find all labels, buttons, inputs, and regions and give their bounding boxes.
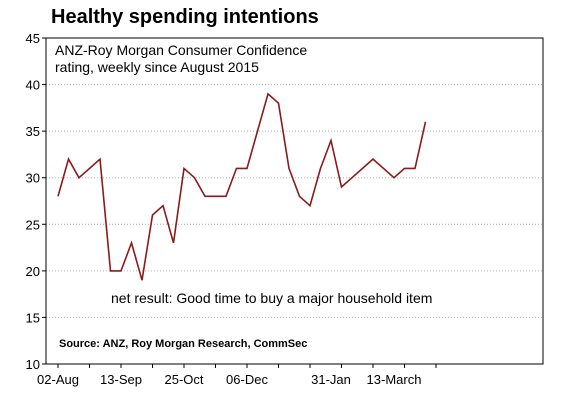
y-tick-label: 20 <box>26 264 40 279</box>
x-tick-label: 13-Sep <box>100 372 142 387</box>
subtitle-line-1: ANZ-Roy Morgan Consumer Confidence <box>55 42 307 58</box>
x-tick-labels: 02-Aug 13-Sep 25-Oct 06-Dec 31-Jan 13-March <box>37 372 421 387</box>
y-tick-label: 30 <box>26 171 40 186</box>
grid-lines <box>46 84 543 318</box>
x-tick-label: 13-March <box>367 372 422 387</box>
y-tick-labels: 10 15 20 25 30 35 40 45 <box>26 31 40 372</box>
x-tick-label: 31-Jan <box>311 372 351 387</box>
plot-frame <box>45 37 544 365</box>
x-tick-label: 06-Dec <box>226 372 268 387</box>
y-tick-label: 45 <box>26 31 40 46</box>
y-tick-label: 40 <box>26 78 40 93</box>
chart-title: Healthy spending intentions <box>51 6 319 28</box>
x-tick-label: 02-Aug <box>37 372 79 387</box>
subtitle-line-2: rating, weekly since August 2015 <box>55 59 259 75</box>
source-text: Source: ANZ, Roy Morgan Research, CommSe… <box>59 338 307 350</box>
axes <box>42 37 544 368</box>
y-tick-label: 25 <box>26 217 40 232</box>
series <box>57 92 427 281</box>
annotations: ANZ-Roy Morgan Consumer Confidence ratin… <box>55 42 432 350</box>
annotation-text: net result: Good time to buy a major hou… <box>111 290 432 306</box>
y-tick-label: 35 <box>26 124 40 139</box>
y-tick-label: 10 <box>26 357 40 372</box>
y-tick-label: 15 <box>26 310 40 325</box>
series-line-0 <box>57 92 427 281</box>
x-tick-label: 25-Oct <box>164 372 203 387</box>
